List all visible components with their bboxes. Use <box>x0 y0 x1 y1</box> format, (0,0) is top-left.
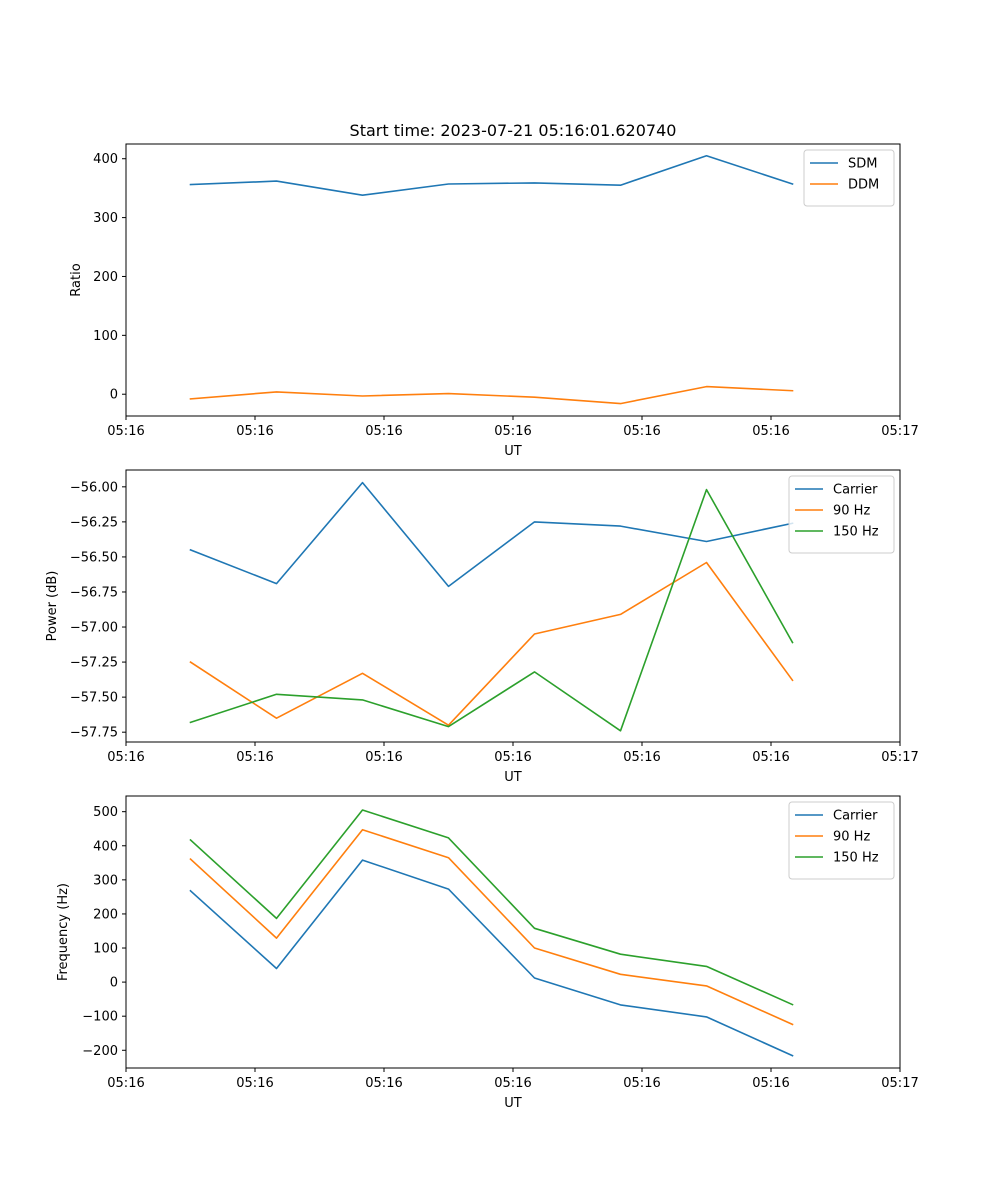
y-tick-label: −57.00 <box>70 621 118 636</box>
series-line-carrier <box>189 859 794 1057</box>
legend-label: Carrier <box>833 483 878 498</box>
x-tick-label: 05:16 <box>107 750 144 765</box>
y-tick-label: 400 <box>93 152 118 167</box>
legend-label: Carrier <box>833 809 878 824</box>
legend-box <box>803 149 895 207</box>
y-tick-label: −56.00 <box>70 480 118 495</box>
y-tick-label: −56.50 <box>70 550 118 565</box>
series-line-90-hz <box>189 828 794 1026</box>
plot-panel-3: 05:16 05:16 05:16 05:16 05:16 05:16 05:17 500 40… <box>56 795 919 1111</box>
series-line-ddm <box>189 385 794 405</box>
x-tick-label: 05:16 <box>236 750 273 765</box>
legend-box <box>788 801 895 880</box>
y-tick-label: −57.25 <box>70 656 118 671</box>
y-tick-label: −57.50 <box>70 691 118 706</box>
axes-frame <box>125 795 901 1069</box>
figure-title: Start time: 2023-07-21 05:16:01.620740 <box>350 121 677 140</box>
legend: Carrier 90 Hz 150 Hz <box>788 801 895 880</box>
x-tick-label: 05:17 <box>881 1076 918 1091</box>
x-tick-label: 05:16 <box>236 1076 273 1091</box>
y-tick-label: 0 <box>110 388 118 403</box>
x-tick-label: 05:17 <box>881 424 918 439</box>
x-tick-label: 05:16 <box>365 1076 402 1091</box>
y-tick-label: −56.25 <box>70 515 118 530</box>
y-tick-label: 200 <box>93 907 118 922</box>
legend-label: DDM <box>848 178 879 193</box>
legend-label: 150 Hz <box>833 525 879 540</box>
series-line-90-hz <box>189 561 794 727</box>
y-tick-label: 100 <box>93 942 118 957</box>
series-line-sdm <box>189 155 794 196</box>
y-tick-label: 0 <box>110 976 118 991</box>
x-tick-label: 05:16 <box>623 750 660 765</box>
legend-label: 90 Hz <box>833 504 870 519</box>
plot-panel-1: 05:16 05:16 05:16 05:16 05:16 05:16 05:17 0 100 2… <box>69 143 919 459</box>
legend-label: 150 Hz <box>833 851 879 866</box>
y-axis-label: Ratio <box>69 263 84 296</box>
x-axis-label: UT <box>504 444 522 459</box>
x-tick-label: 05:16 <box>494 1076 531 1091</box>
x-tick-label: 05:16 <box>623 1076 660 1091</box>
y-tick-label: −200 <box>82 1044 118 1059</box>
x-tick-label: 05:16 <box>365 424 402 439</box>
y-axis-label: Frequency (Hz) <box>56 883 71 981</box>
x-tick-label: 05:16 <box>236 424 273 439</box>
y-tick-label: −56.75 <box>70 585 118 600</box>
series-line-carrier <box>189 481 794 588</box>
y-tick-label: 300 <box>93 873 118 888</box>
x-tick-label: 05:16 <box>107 1076 144 1091</box>
x-tick-label: 05:16 <box>494 424 531 439</box>
x-tick-label: 05:16 <box>752 750 789 765</box>
y-tick-label: 200 <box>93 270 118 285</box>
x-tick-label: 05:16 <box>494 750 531 765</box>
x-tick-label: 05:16 <box>107 424 144 439</box>
series-line-150-hz <box>189 488 794 732</box>
x-tick-label: 05:17 <box>881 750 918 765</box>
y-tick-label: −57.75 <box>70 726 118 741</box>
axes-frame <box>125 469 901 743</box>
y-tick-label: 500 <box>93 805 118 820</box>
series-line-150-hz <box>189 809 794 1006</box>
legend-label: SDM <box>848 157 877 172</box>
x-tick-label: 05:16 <box>752 1076 789 1091</box>
y-tick-label: 400 <box>93 839 118 854</box>
y-tick-label: −100 <box>82 1010 118 1025</box>
legend-box <box>788 475 895 554</box>
x-axis-label: UT <box>504 770 522 785</box>
x-tick-label: 05:16 <box>365 750 402 765</box>
legend: Carrier 90 Hz 150 Hz <box>788 475 895 554</box>
x-tick-label: 05:16 <box>752 424 789 439</box>
y-tick-label: 300 <box>93 211 118 226</box>
axes-frame <box>125 143 901 417</box>
x-tick-label: 05:16 <box>623 424 660 439</box>
plot-panel-2: 05:16 05:16 05:16 05:16 05:16 05:16 05:17 −56.0… <box>45 469 919 785</box>
y-tick-label: 100 <box>93 329 118 344</box>
legend-label: 90 Hz <box>833 830 870 845</box>
y-axis-label: Power (dB) <box>45 571 60 642</box>
x-axis-label: UT <box>504 1096 522 1111</box>
legend: SDM DDM <box>803 149 895 207</box>
